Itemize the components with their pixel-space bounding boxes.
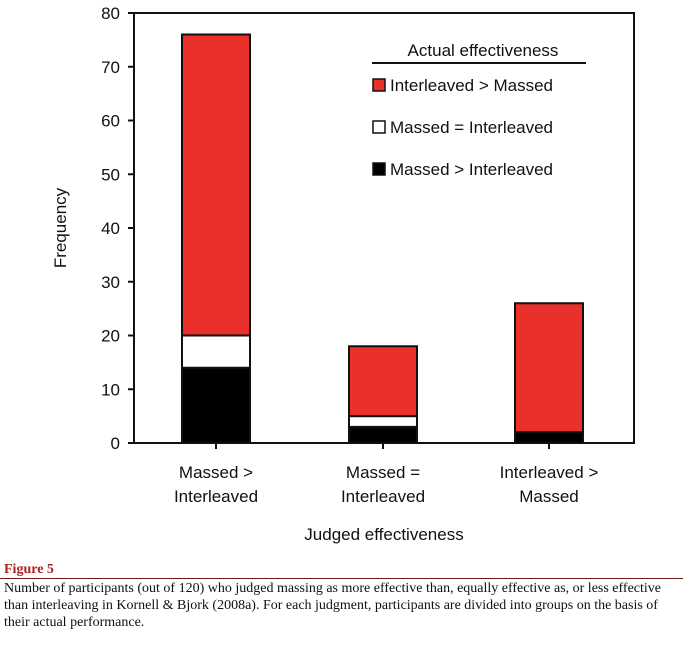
y-tick-label: 80 <box>101 4 120 23</box>
bar-segment <box>348 425 418 444</box>
bar-segment <box>348 345 418 418</box>
legend-title: Actual effectiveness <box>408 41 559 60</box>
bars <box>181 33 584 444</box>
y-tick-label: 30 <box>101 273 120 292</box>
legend-item-label: Massed = Interleaved <box>390 118 553 137</box>
plot-frame <box>133 12 635 444</box>
legend-swatch <box>372 78 386 92</box>
x-category-label: Interleaved > <box>500 463 599 482</box>
x-axis-title: Judged effectiveness <box>304 525 463 544</box>
y-tick-label: 20 <box>101 327 120 346</box>
legend-item-label: Massed > Interleaved <box>390 160 553 179</box>
figure-divider <box>0 578 683 579</box>
x-category-label: Massed <box>519 487 579 506</box>
y-tick-label: 70 <box>101 58 120 77</box>
x-category-label: Interleaved <box>174 487 258 506</box>
legend-item-label: Interleaved > Massed <box>390 76 553 95</box>
bar-segment <box>181 366 251 444</box>
y-tick-label: 50 <box>101 165 120 184</box>
x-category-label: Massed = <box>346 463 420 482</box>
legend-swatch <box>372 120 386 134</box>
bar-segment <box>348 415 418 428</box>
y-tick-label: 0 <box>111 434 120 453</box>
y-tick-label: 10 <box>101 380 120 399</box>
y-axis-ticks: 0 10 20 30 40 50 60 70 80 <box>101 4 134 453</box>
x-category-label: Interleaved <box>341 487 425 506</box>
legend-swatch <box>372 162 386 176</box>
figure-caption: Number of participants (out of 120) who … <box>4 581 662 630</box>
y-tick-label: 40 <box>101 219 120 238</box>
legend: Actual effectiveness Interleaved > Masse… <box>372 41 586 179</box>
bar-segment <box>181 33 251 337</box>
bar-segment <box>514 431 584 444</box>
x-category-labels: Massed > Interleaved Massed = Interleaved In… <box>174 443 599 506</box>
figure-label: Figure 5 <box>4 562 54 577</box>
bar-segment <box>181 334 251 369</box>
bar-segment <box>514 302 584 434</box>
x-category-label: Massed > <box>179 463 253 482</box>
y-tick-label: 60 <box>101 112 120 131</box>
y-axis-title: Frequency <box>51 187 70 268</box>
